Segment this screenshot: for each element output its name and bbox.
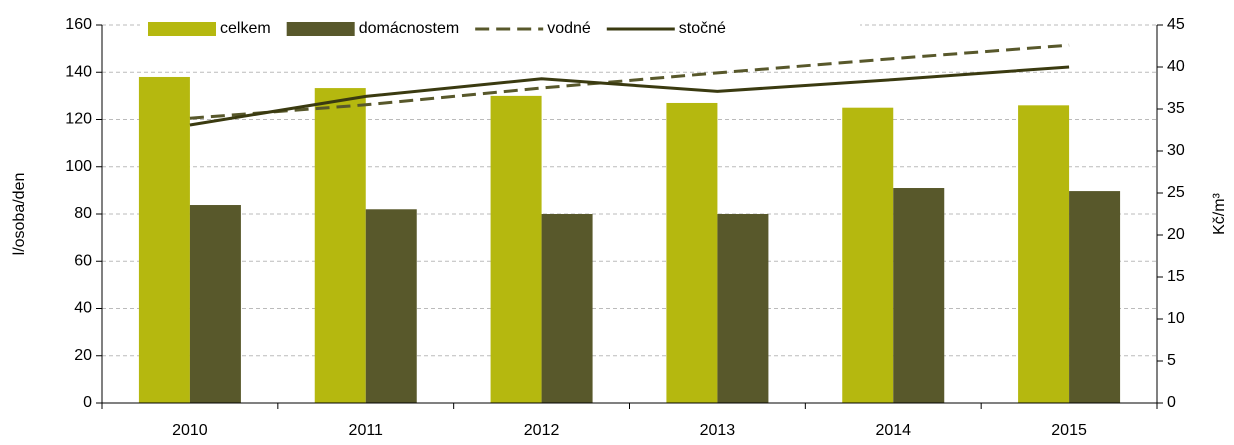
legend-swatch <box>148 22 216 36</box>
y-axis-label: l/osoba/den <box>11 173 28 256</box>
line <box>189 65 1070 127</box>
y2-tick-label: 10 <box>1167 310 1185 327</box>
bar <box>189 205 241 403</box>
y-tick-label: 60 <box>74 252 92 269</box>
y2-tick-label: 40 <box>1167 58 1185 75</box>
y2-tick-label: 30 <box>1167 142 1185 159</box>
bar <box>717 214 769 403</box>
x-tick-label: 2014 <box>875 422 911 439</box>
bar <box>842 107 894 403</box>
y-tick-label: 160 <box>65 16 92 33</box>
y-tick-label: 120 <box>65 111 92 128</box>
x-tick-label: 2010 <box>172 422 208 439</box>
legend-swatch <box>286 22 355 36</box>
x-tick-label: 2015 <box>1051 422 1087 439</box>
bar <box>490 95 542 403</box>
y2-axis-label: Kč/m³ <box>1211 192 1228 234</box>
legend-label: vodné <box>547 20 591 37</box>
y-tick-label: 20 <box>74 347 92 364</box>
legend-label: stočné <box>679 20 726 37</box>
bar <box>365 209 417 403</box>
y2-tick-label: 25 <box>1167 184 1185 201</box>
bar <box>138 76 190 403</box>
bar <box>666 102 718 404</box>
y2-tick-label: 0 <box>1167 394 1176 411</box>
y-tick-label: 100 <box>65 158 92 175</box>
y-tick-label: 40 <box>74 300 92 317</box>
y2-tick-label: 20 <box>1167 226 1185 243</box>
bar <box>1018 105 1070 403</box>
legend-label: celkem <box>220 20 271 37</box>
bar <box>1069 191 1121 403</box>
legend-label: domácnostem <box>359 20 460 37</box>
bar <box>541 214 593 403</box>
x-tick-label: 2012 <box>524 422 560 439</box>
y-tick-label: 80 <box>74 205 92 222</box>
bar <box>314 88 366 404</box>
bar <box>893 188 945 403</box>
y2-tick-label: 15 <box>1167 268 1185 285</box>
x-tick-label: 2011 <box>349 422 384 439</box>
y-tick-label: 0 <box>83 394 92 411</box>
line <box>189 43 1070 120</box>
y2-tick-label: 5 <box>1167 352 1176 369</box>
y2-tick-label: 45 <box>1167 16 1185 33</box>
x-tick-label: 2013 <box>700 422 736 439</box>
y-tick-label: 140 <box>65 63 92 80</box>
y2-tick-label: 35 <box>1167 100 1185 117</box>
